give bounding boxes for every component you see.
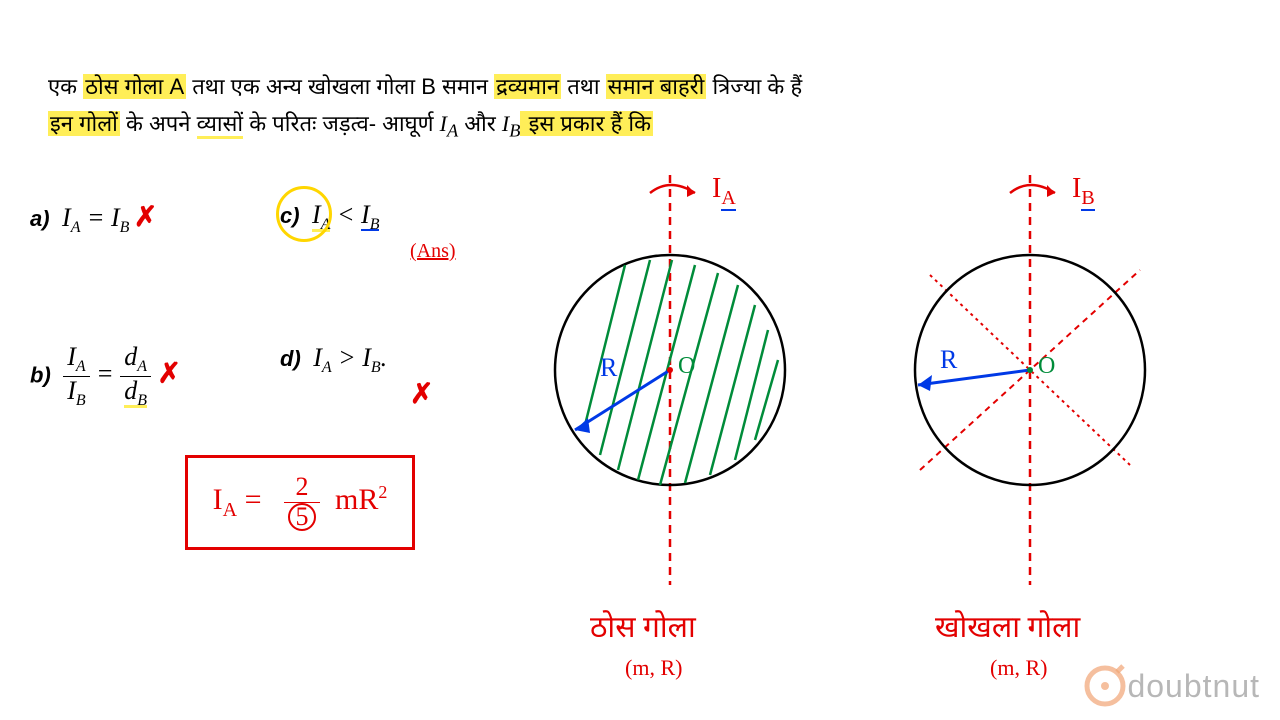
option-d: d) IA > IB. ✗	[280, 343, 510, 411]
q-hl: समान बाहरी	[606, 74, 707, 99]
q-text: एक	[48, 74, 83, 99]
sphere-caption: खोखला गोला	[935, 605, 1080, 646]
option-c: c) IA < IB (Ans)	[280, 200, 510, 263]
sphere-subcaption: (m, R)	[625, 655, 682, 681]
option-a: a) IA = IB ✗	[30, 200, 260, 263]
solid-sphere-diagram: R O IA ठोस गोला (m, R)	[540, 175, 800, 720]
opt-equation: IA = IB	[62, 203, 129, 232]
hollow-sphere-diagram: R O IB खोखला गोला (m, R)	[900, 175, 1160, 720]
cross-mark-icon: ✗	[158, 358, 181, 389]
q-text: तथा एक अन्य खोखला गोला B समान	[186, 74, 494, 99]
q-text: त्रिज्या के हैं	[706, 74, 802, 99]
highlight-circle-icon	[276, 186, 332, 242]
radius-label: R	[940, 345, 957, 375]
opt-label: a)	[30, 206, 50, 231]
center-label: O	[1038, 353, 1055, 380]
q-text: और	[458, 111, 502, 136]
formula-text: IA = 25 mR2	[213, 473, 388, 531]
moment-label: IB	[1072, 173, 1095, 210]
formula-box: IA = 25 mR2	[185, 455, 415, 550]
center-label: O	[678, 353, 695, 380]
options-grid: a) IA = IB ✗ c) IA < IB (Ans) b) IAIB = …	[30, 200, 500, 491]
cross-mark-icon: ✗	[134, 202, 157, 233]
cross-mark-icon: ✗	[410, 377, 510, 411]
q-hl: ठोस गोला A	[83, 74, 186, 99]
option-b: b) IAIB = dAdB ✗	[30, 343, 260, 411]
q-text: के अपने	[120, 111, 197, 136]
q-hl: व्यासों	[197, 111, 244, 139]
answer-label: (Ans)	[410, 240, 510, 263]
q-text: के परितः जड़त्व- आघूर्ण	[243, 111, 440, 136]
opt-label: b)	[30, 362, 51, 387]
moment-label: IA	[712, 173, 736, 210]
opt-equation: IAIB = dAdB	[63, 359, 157, 388]
radius-label: R	[600, 353, 617, 383]
sphere-caption: ठोस गोला	[590, 605, 696, 646]
watermark: doubtnut	[1083, 664, 1260, 708]
question-text: एक ठोस गोला A तथा एक अन्य खोखला गोला B स…	[48, 68, 802, 147]
sphere-subcaption: (m, R)	[990, 655, 1047, 681]
watermark-logo-icon	[1083, 664, 1127, 708]
q-hl: इन गोलों	[48, 111, 120, 136]
opt-equation: IA > IB.	[313, 343, 387, 372]
watermark-text: doubtnut	[1127, 668, 1260, 705]
q-text: तथा	[561, 74, 606, 99]
opt-label: d)	[280, 346, 301, 371]
q-text: इस प्रकार हैं कि	[520, 111, 653, 136]
q-hl: द्रव्यमान	[494, 74, 561, 99]
